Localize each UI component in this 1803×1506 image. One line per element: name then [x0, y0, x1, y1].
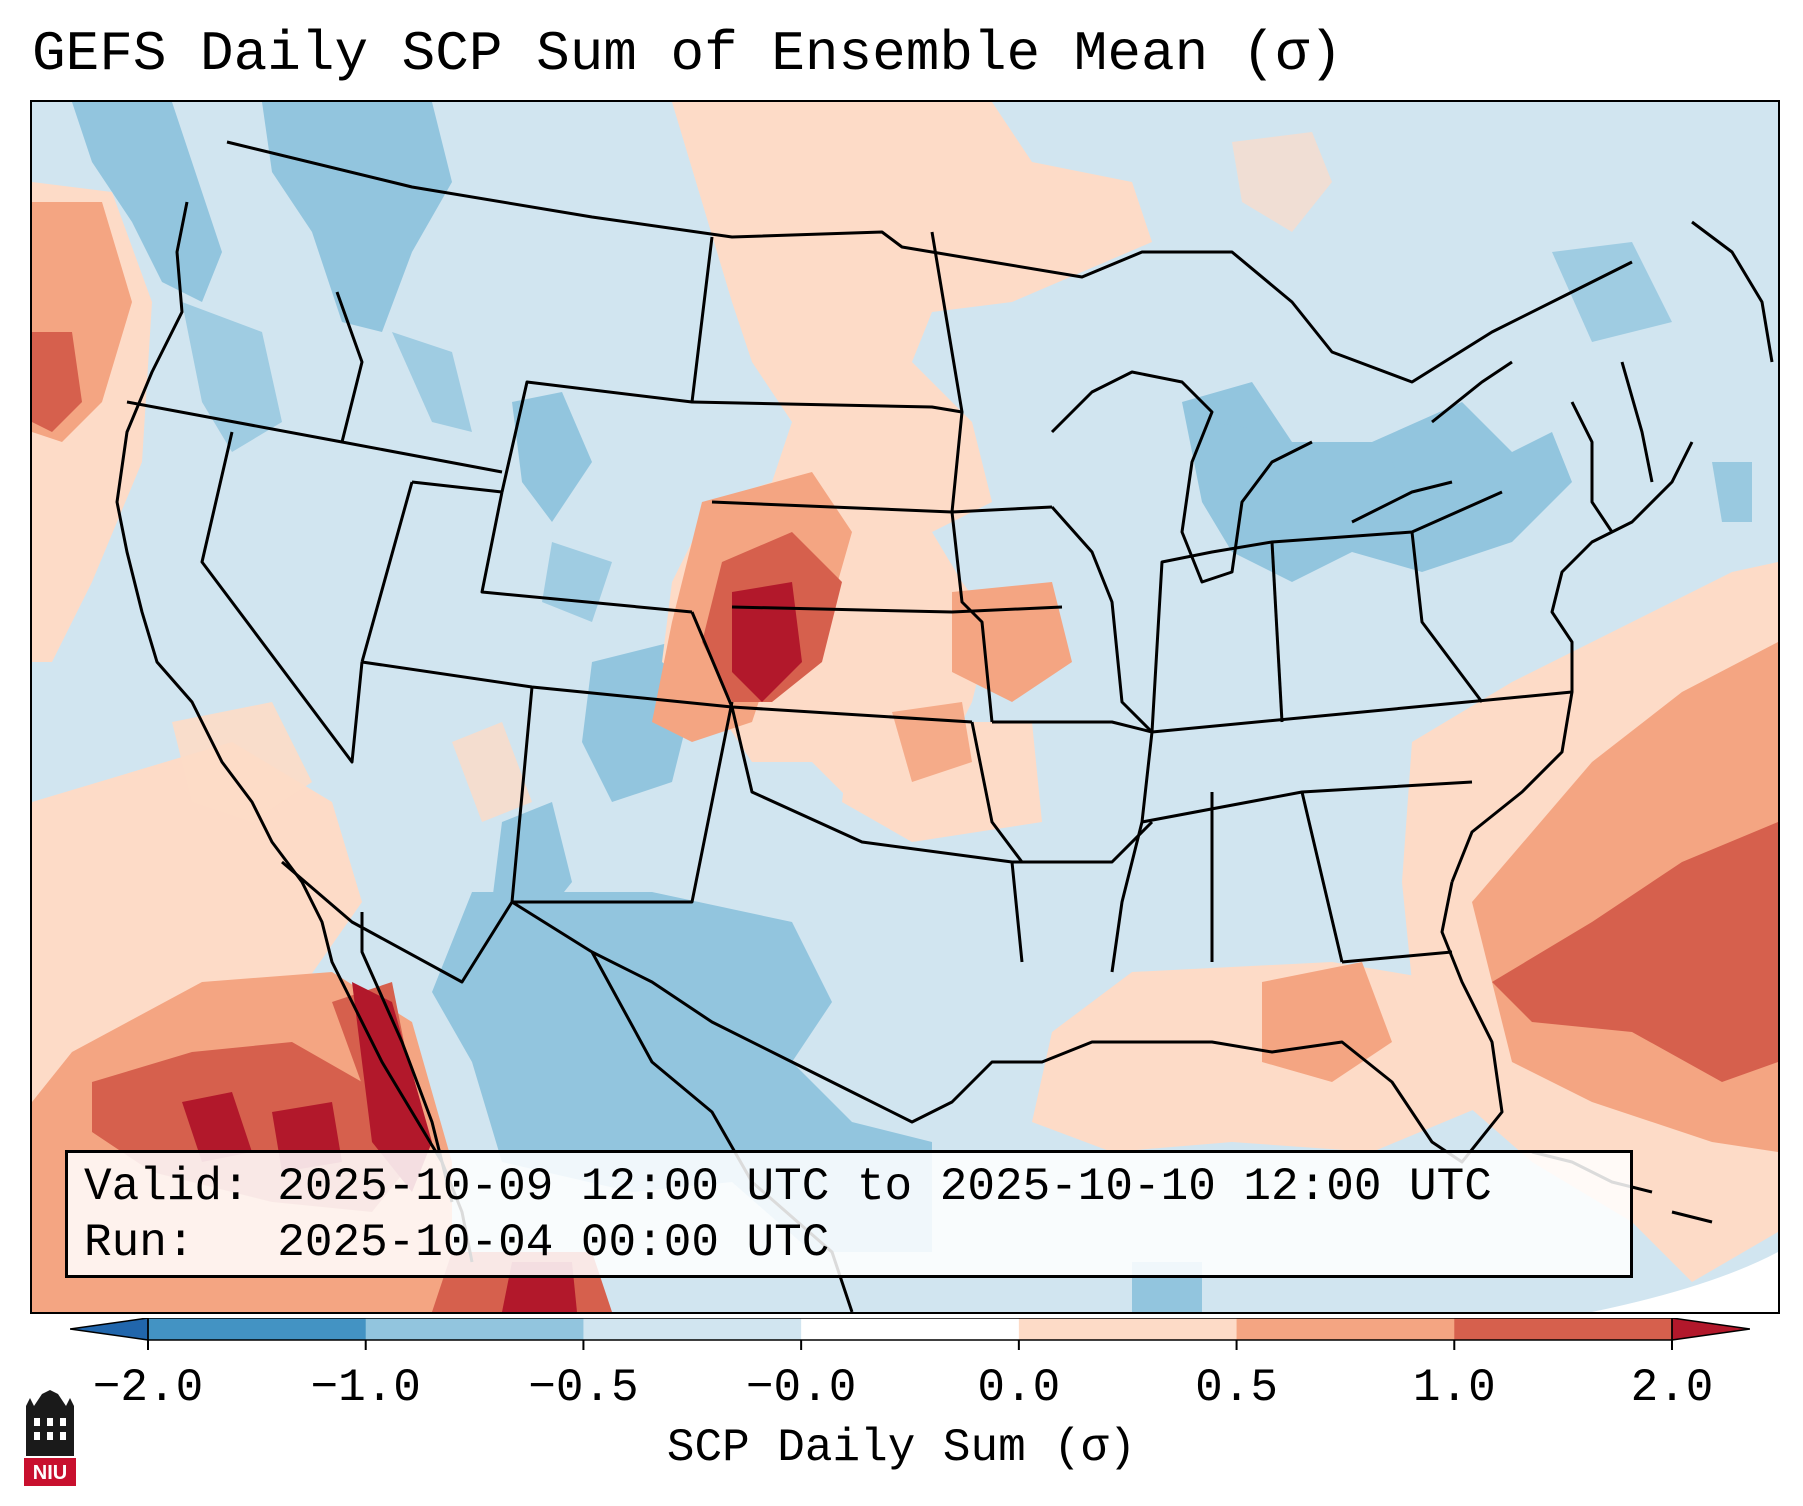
colorbar-bin — [1236, 1318, 1455, 1340]
colorbar-bin — [365, 1318, 584, 1340]
colorbar-tick-label: −0.0 — [745, 1362, 857, 1414]
colorbar-tick-label: −0.5 — [528, 1362, 639, 1414]
colorbar-tick-label: −1.0 — [310, 1362, 421, 1414]
run-value: 2025-10-04 00:00 UTC — [277, 1217, 830, 1269]
colorbar — [70, 1318, 1750, 1350]
colorbar-tick-label: −2.0 — [92, 1362, 204, 1414]
colorbar-bin — [148, 1318, 367, 1340]
colorbar-bin — [583, 1318, 802, 1340]
colorbar-tick-label: 0.5 — [1195, 1362, 1278, 1414]
colorbar-bin — [1454, 1318, 1673, 1340]
colorbar-tick-label: 0.0 — [977, 1362, 1061, 1414]
logo-text: NIU — [33, 1462, 67, 1484]
colorbar-extend-low — [70, 1318, 149, 1341]
colorbar-label: SCP Daily Sum (σ) — [666, 1422, 1137, 1474]
colorbar-extend-high — [1671, 1318, 1750, 1341]
valid-run-info-box: Valid: 2025-10-09 12:00 UTC to 2025-10-1… — [65, 1150, 1633, 1278]
colorbar-bin — [1018, 1318, 1238, 1340]
niu-logo: NIU — [24, 1390, 76, 1486]
colorbar-bin — [801, 1318, 1020, 1340]
scp-map — [32, 102, 1778, 1312]
map-panel — [30, 100, 1780, 1314]
valid-label: Valid: — [84, 1161, 250, 1213]
valid-value: 2025-10-09 12:00 UTC to 2025-10-10 12:00… — [277, 1161, 1492, 1213]
colorbar-tick-label: 2.0 — [1630, 1362, 1714, 1414]
map-title: GEFS Daily SCP Sum of Ensemble Mean (σ) — [32, 22, 1343, 86]
state-boundaries — [115, 140, 1774, 1312]
extreme-above-normal — [182, 582, 802, 1312]
run-label: Run: — [84, 1217, 195, 1269]
colorbar-tick-label: 1.0 — [1412, 1362, 1496, 1414]
